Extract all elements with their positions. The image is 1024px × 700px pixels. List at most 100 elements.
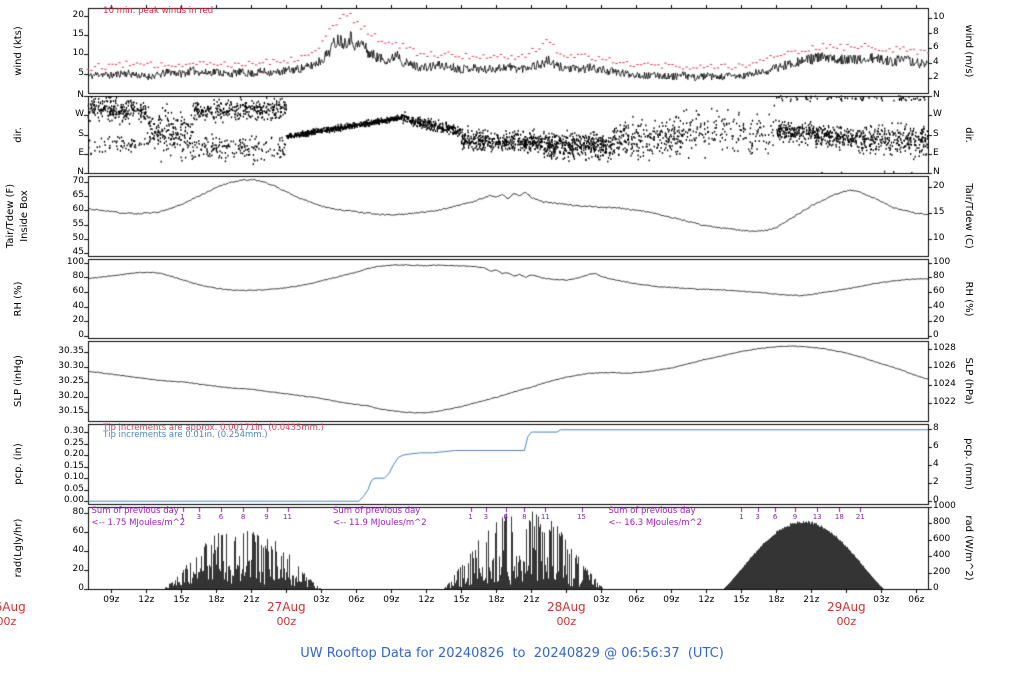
xtick-39: 15z <box>453 595 470 605</box>
direction-ytick-right-N: N <box>933 90 940 100</box>
rad-cum-tick-label-18: 21 <box>855 513 865 521</box>
direction-ytick-left-S: S <box>78 128 84 139</box>
wind-ytick-right-8: 8 <box>933 26 939 37</box>
rad-cum-tick-label-17: 18 <box>834 513 844 521</box>
rh-ytick-left-40: 40 <box>72 300 84 311</box>
xtick-12: 12z <box>138 595 155 605</box>
date-label-26Aug-z: 00z <box>0 615 17 628</box>
direction-ytick-right-W: W <box>933 109 942 120</box>
rh-ytick-right-60: 60 <box>933 285 945 296</box>
precip-ytick-right-6: 6 <box>933 440 939 451</box>
temperature-ytick-right-10: 10 <box>933 232 945 243</box>
direction-ytick-left-E: E <box>78 147 84 158</box>
radiation-ytick-left-0: 0 <box>78 583 84 593</box>
rad-cum-tick-label-5: 11 <box>283 513 292 521</box>
wind-annotation-0: 10 min. peak winds in red <box>103 6 214 17</box>
rh-ytick-left-0: 0 <box>78 329 84 340</box>
direction-ytick-left-N: N <box>77 90 84 100</box>
temperature-ytick-right-20: 20 <box>933 181 945 192</box>
xtick-51: 03z <box>593 595 610 605</box>
precip-ytick-right-8: 8 <box>933 422 939 433</box>
slp-ytick-right-1024: 1024 <box>933 378 956 389</box>
slp-ytick-left-30.30: 30.30 <box>58 360 84 371</box>
temperature-ytick-left-60: 60 <box>72 204 84 215</box>
date-label-28Aug-z: 00z <box>556 615 577 628</box>
rh-ytick-right-0: 0 <box>933 329 939 340</box>
direction-ytick-right-E: E <box>933 147 939 158</box>
xtick-57: 09z <box>663 595 680 605</box>
precip-ytick-left-0.10: 0.10 <box>63 472 84 483</box>
xtick-54: 06z <box>628 595 645 605</box>
xtick-45: 21z <box>523 595 540 605</box>
xtick-33: 09z <box>383 595 400 605</box>
date-label-27Aug-z: 00z <box>276 615 297 628</box>
rad-cum-tick-label-14: 6 <box>772 513 778 521</box>
precip-ytick-left-0.30: 0.30 <box>63 426 84 437</box>
date-label-29Aug: 29Aug <box>826 600 866 614</box>
xtick-18: 18z <box>208 595 225 605</box>
xtick-69: 21z <box>803 595 820 605</box>
radiation-annotation-4: Sum of previous day <box>608 505 696 516</box>
xtick-27: 03z <box>313 595 330 605</box>
radiation-annotation-2: Sum of previous day <box>333 505 421 516</box>
xtick-63: 15z <box>733 595 750 605</box>
slp-ytick-left-30.25: 30.25 <box>58 375 84 386</box>
wind-ytick-left-20: 20 <box>72 9 84 20</box>
radiation-ytick-right-800: 800 <box>933 517 951 528</box>
xtick-66: 18z <box>768 595 785 605</box>
wind-ytick-right-4: 4 <box>933 56 939 67</box>
slp-ytick-left-30.20: 30.20 <box>58 390 84 401</box>
radiation-annotation-3: <-- 11.9 MJoules/m^2 <box>333 518 427 529</box>
xtick-30: 06z <box>348 595 365 605</box>
xtick-78: 06z <box>908 595 925 605</box>
rh-ytick-left-60: 60 <box>72 285 84 296</box>
precip-ytick-left-0.05: 0.05 <box>63 483 84 494</box>
temperature-ytick-right-15: 15 <box>933 207 945 218</box>
radiation-ytick-left-80: 80 <box>72 506 84 517</box>
precip-annotation-1: Tip increments are 0.01in. (0.254mm.) <box>103 430 268 441</box>
precip-ytick-left-0.20: 0.20 <box>63 449 84 460</box>
wind-ytick-right-10: 10 <box>933 11 945 22</box>
slp-ytick-left-30.15: 30.15 <box>58 405 84 416</box>
radiation-ytick-left-40: 40 <box>72 544 84 555</box>
radiation-ytick-right-400: 400 <box>933 550 951 561</box>
xtick-21: 21z <box>243 595 260 605</box>
date-label-27Aug: 27Aug <box>266 600 306 614</box>
precip-ytick-right-2: 2 <box>933 477 939 488</box>
date-label-26Aug: 26Aug <box>0 600 26 614</box>
slp-ytick-left-30.35: 30.35 <box>58 345 84 356</box>
temperature-ytick-left-70: 70 <box>72 175 84 186</box>
chart-title: UW Rooftop Data for 20240826 to 20240829… <box>300 646 724 661</box>
radiation-ytick-left-20: 20 <box>72 563 84 574</box>
temperature-ytick-left-65: 65 <box>72 190 84 200</box>
xtick-15: 15z <box>173 595 190 605</box>
rad-cum-tick-label-13: 3 <box>755 513 760 521</box>
slp-ytick-right-1022: 1022 <box>933 396 956 407</box>
direction-ytick-right-N: N <box>933 167 940 177</box>
rad-cum-tick-label-15: 9 <box>792 513 798 521</box>
rad-cum-tick-label-3: 8 <box>240 513 246 521</box>
radiation-annotation-5: <-- 16.3 MJoules/m^2 <box>608 518 703 529</box>
radiation-ylabel-right: rad (W/m^2) <box>963 515 974 581</box>
date-label-28Aug: 28Aug <box>546 600 586 614</box>
rh-ytick-left-80: 80 <box>72 271 84 282</box>
temperature-ytick-left-50: 50 <box>72 232 84 243</box>
slp-ytick-right-1028: 1028 <box>933 343 956 354</box>
radiation-ytick-right-200: 200 <box>933 566 951 577</box>
precip-ytick-left-0.00: 0.00 <box>63 495 84 506</box>
radiation-annotation-1: <-- 1.75 MJoules/m^2 <box>91 518 186 529</box>
precip-ytick-right-4: 4 <box>933 458 939 469</box>
radiation-ytick-right-1000: 1000 <box>933 501 956 511</box>
rad-cum-tick-label-6: 1 <box>468 513 473 521</box>
rh-ytick-left-100: 100 <box>66 256 84 267</box>
radiation-ytick-right-0: 0 <box>933 583 939 593</box>
direction-ytick-left-W: W <box>75 109 84 120</box>
rad-cum-tick-label-2: 6 <box>218 513 224 521</box>
rad-cum-tick-label-12: 1 <box>739 513 744 521</box>
wind-ytick-left-5: 5 <box>78 67 84 78</box>
temperature-ytick-left-45: 45 <box>72 247 84 258</box>
rad-cum-tick-label-7: 3 <box>483 513 489 521</box>
date-label-29Aug-z: 00z <box>836 615 857 628</box>
